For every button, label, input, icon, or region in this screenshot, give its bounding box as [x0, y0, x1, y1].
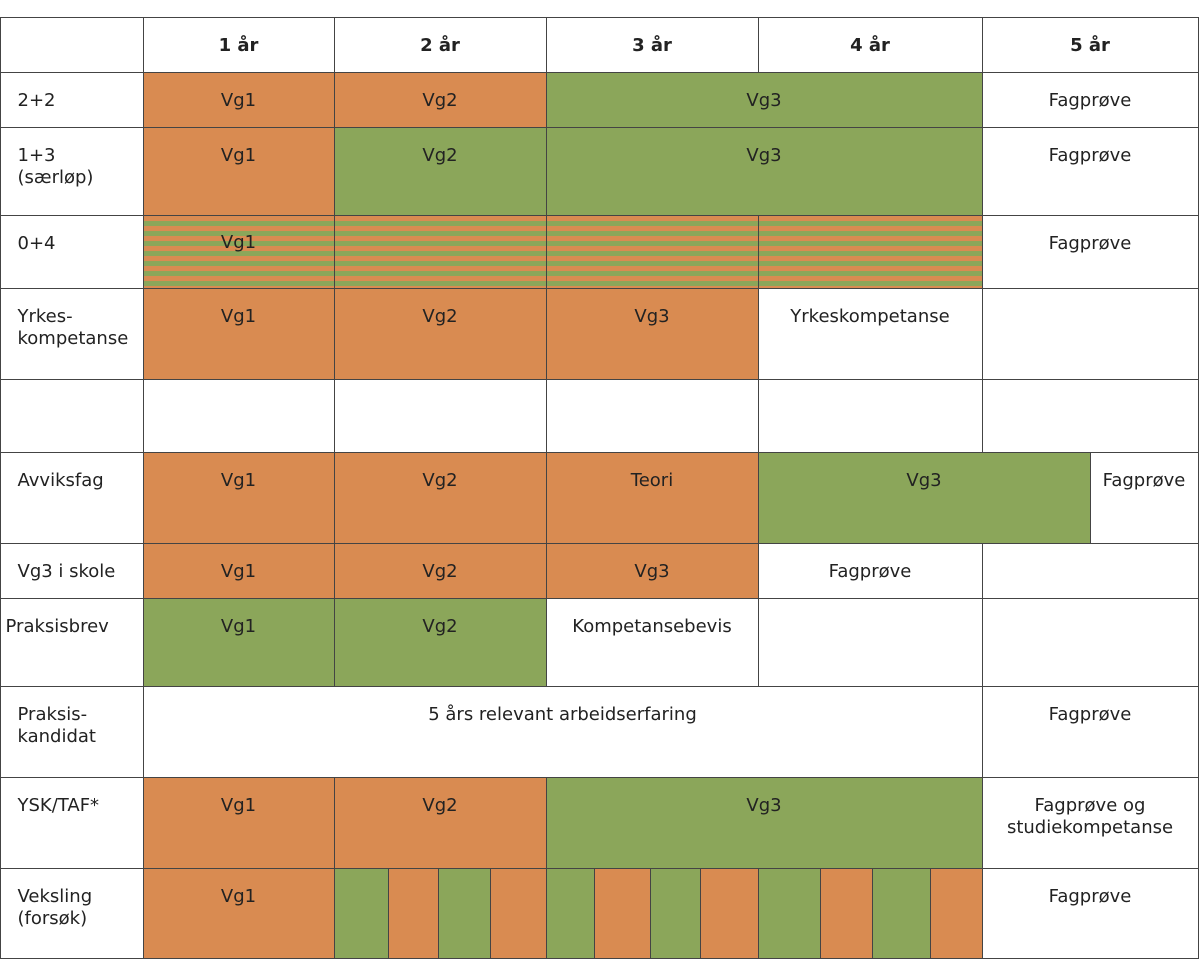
- cell: Vg1: [142, 542, 335, 599]
- cell: Fagprøve: [1089, 451, 1199, 544]
- cell: [981, 287, 1199, 380]
- cell: Yrkeskompetanse: [757, 287, 983, 380]
- divider: [546, 215, 547, 288]
- cell: Fagprøve: [981, 214, 1199, 289]
- cell: Vg3: [757, 451, 1091, 544]
- alternation-block: [649, 867, 701, 959]
- alternation-block: [489, 867, 547, 959]
- alternation-block: [593, 867, 651, 959]
- cell: Fagprøve: [981, 685, 1199, 778]
- cell: Vg1: [142, 287, 335, 380]
- row-label: Vg3 i skole: [0, 542, 144, 599]
- cell: Vg2: [333, 776, 547, 869]
- column-header: 1 år: [142, 16, 335, 73]
- alternation-block: [387, 867, 439, 959]
- divider: [334, 215, 335, 288]
- row-label: Praksis- kandidat: [0, 685, 144, 778]
- cell: Teori: [545, 451, 759, 544]
- cell: Vg2: [333, 126, 547, 216]
- cell: Vg1: [142, 451, 335, 544]
- row-label: Veksling (forsøk): [0, 867, 144, 959]
- cell: Fagprøve og studiekompetanse: [981, 776, 1199, 869]
- column-header: 2 år: [333, 16, 547, 73]
- cell: Fagprøve: [757, 542, 983, 599]
- row-label: YSK/TAF*: [0, 776, 144, 869]
- row-label: [0, 378, 144, 453]
- row-label: Yrkes- kompetanse: [0, 287, 144, 380]
- cell: [981, 378, 1199, 453]
- cell: Vg3: [545, 776, 983, 869]
- cell: [981, 542, 1199, 599]
- cell: Vg1: [142, 867, 335, 959]
- cell: Vg3: [545, 542, 759, 599]
- cell: 5 års relevant arbeidserfaring: [142, 685, 983, 778]
- cell: Vg2: [333, 451, 547, 544]
- row-label: 0+4: [0, 214, 144, 289]
- alternation-block: [819, 867, 873, 959]
- row-label: Praksisbrev: [0, 597, 144, 687]
- alternation-block: [699, 867, 759, 959]
- row-label: 2+2: [0, 71, 144, 128]
- cell: Fagprøve: [981, 71, 1199, 128]
- divider: [758, 215, 759, 288]
- alternation-block: [545, 867, 595, 959]
- column-header: 3 år: [545, 16, 759, 73]
- cell: Vg2: [333, 542, 547, 599]
- cell: Vg1: [142, 776, 335, 869]
- cell: Vg3: [545, 126, 983, 216]
- cell: Vg1: [142, 71, 335, 128]
- cell: [545, 378, 759, 453]
- cell: Kompetansebevis: [545, 597, 759, 687]
- alternation-block: [333, 867, 389, 959]
- cell: Vg3: [545, 287, 759, 380]
- cell: [981, 597, 1199, 687]
- cell: Vg1: [142, 126, 335, 216]
- cell: [757, 597, 983, 687]
- column-header: 4 år: [757, 16, 983, 73]
- cell: Vg1: [220, 231, 257, 253]
- cell: [142, 214, 983, 289]
- cell: Vg1: [142, 597, 335, 687]
- alternation-block: [757, 867, 821, 959]
- cell: [757, 378, 983, 453]
- corner-cell: [0, 16, 144, 73]
- cell: [142, 378, 335, 453]
- alternation-block: [437, 867, 491, 959]
- alternation-block: [929, 867, 983, 959]
- cell: [333, 378, 547, 453]
- cell: Vg2: [333, 71, 547, 128]
- cell: Vg2: [333, 287, 547, 380]
- cell: Fagprøve: [981, 126, 1199, 216]
- column-header: 5 år: [981, 16, 1199, 73]
- cell: Vg3: [545, 71, 983, 128]
- row-label: 1+3 (særløp): [0, 126, 144, 216]
- cell: Vg2: [333, 597, 547, 687]
- row-label: Avviksfag: [0, 451, 144, 544]
- cell: Fagprøve: [981, 867, 1199, 959]
- alternation-block: [871, 867, 931, 959]
